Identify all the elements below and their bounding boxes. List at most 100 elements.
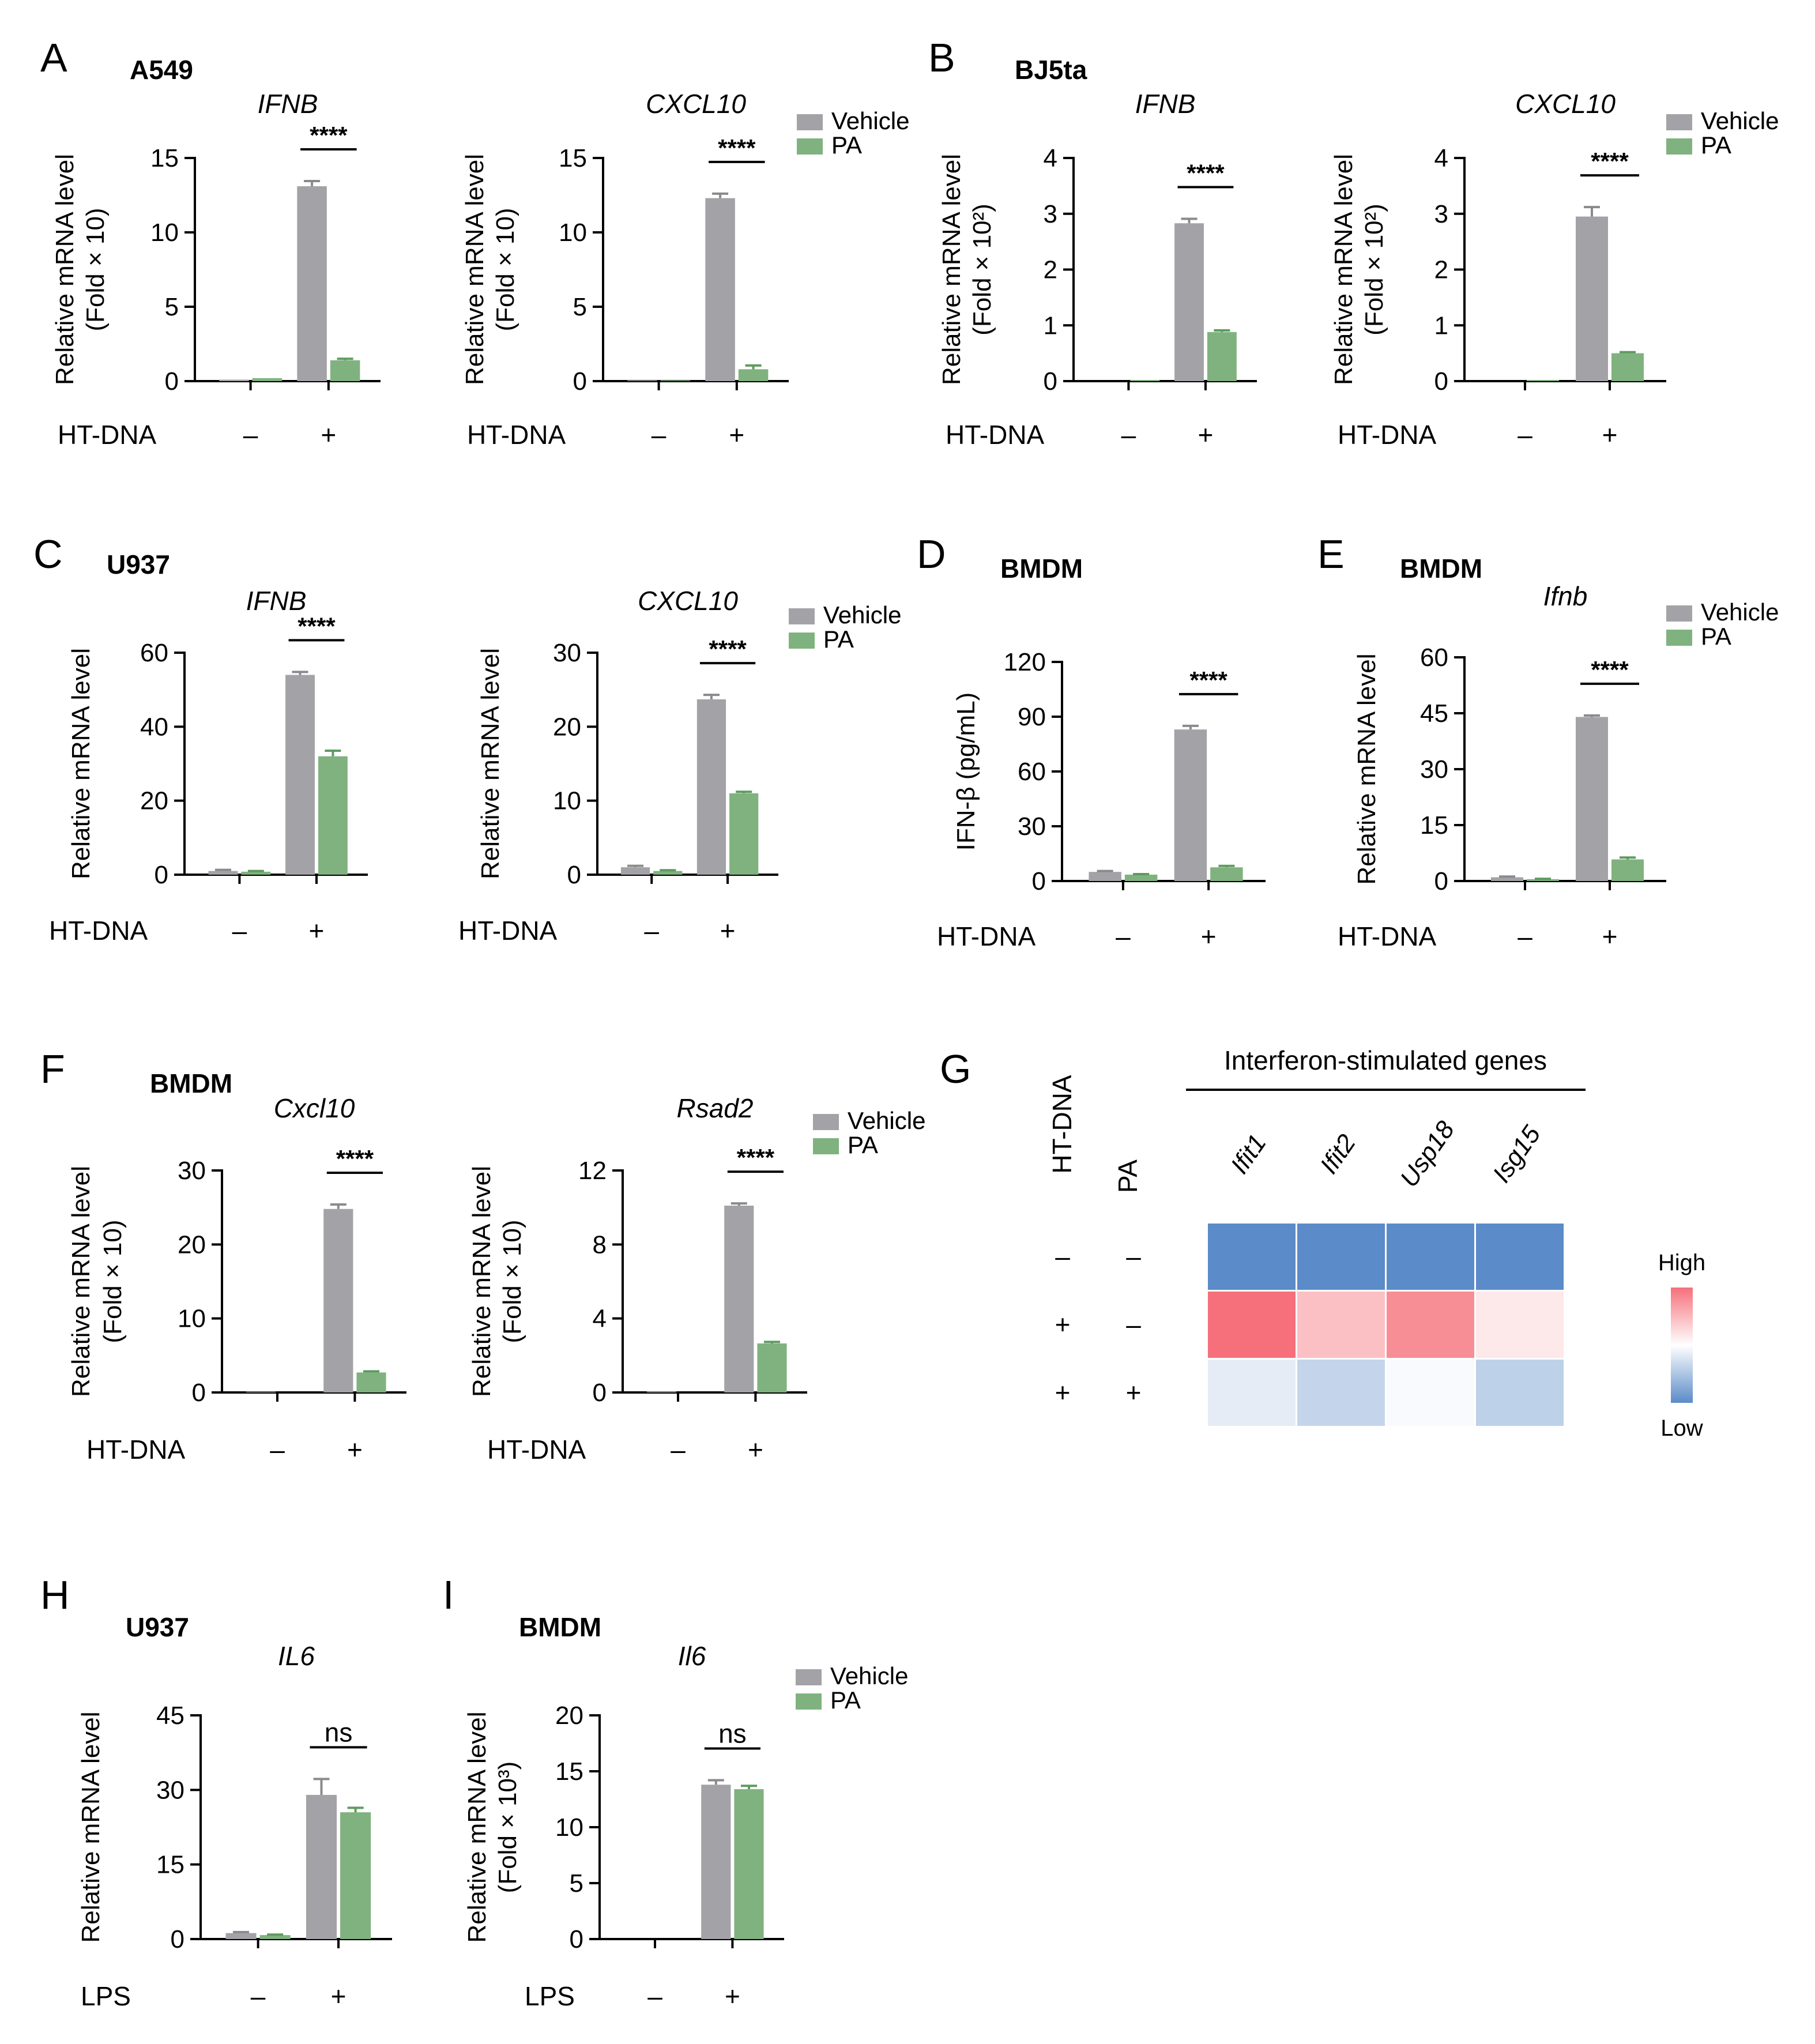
heatmap-row-label-pa: –: [1126, 1241, 1141, 1271]
x-category-label-f2: +: [748, 1435, 763, 1465]
panel-cell-i: BMDM: [519, 1612, 601, 1642]
x-category-label-d: +: [1201, 921, 1217, 951]
panel-letter-a: A: [40, 35, 67, 80]
bar-d-vehicle-1: [1174, 729, 1207, 881]
y-tick-label-d: 0: [1032, 867, 1046, 895]
panel-letter-e: E: [1317, 532, 1345, 577]
bar-d-vehicle-0: [1089, 872, 1121, 881]
bar-a1-vehicle-1: [297, 186, 327, 381]
y-tick-label-d: 90: [1018, 703, 1046, 731]
y-tick-label-b1: 1: [1044, 311, 1057, 340]
y-axis-label-b2: Relative mRNA level: [1330, 154, 1358, 385]
y-tick-label-f2: 8: [593, 1230, 607, 1259]
heatmap-cell: [1387, 1224, 1474, 1290]
y-tick-label-c1: 60: [140, 639, 168, 667]
y-axis-label2-b1: (Fold × 10²): [968, 204, 996, 336]
significance-label-b1: ****: [1187, 159, 1225, 186]
x-category-label-a1: +: [321, 420, 336, 450]
y-tick-label-a2: 10: [559, 219, 587, 247]
panel-letter-f: F: [40, 1047, 65, 1091]
y-axis-label-f1: Relative mRNA level: [67, 1166, 95, 1397]
legend-swatch-pa-i: [796, 1693, 822, 1710]
stimulus-label-a2: HT-DNA: [467, 420, 566, 450]
heatmap-title: Interferon-stimulated genes: [1224, 1045, 1547, 1075]
bar-h-vehicle-0: [225, 1933, 257, 1939]
heatmap-row-header-pa: PA: [1113, 1160, 1143, 1193]
legend-label-vehicle-a2: Vehicle: [831, 107, 909, 134]
heatmap-row-label-htdna: +: [1055, 1377, 1071, 1407]
significance-label-b2: ****: [1591, 148, 1629, 175]
heatmap-cell: [1208, 1360, 1296, 1426]
y-tick-label-h: 30: [156, 1776, 184, 1804]
bar-c1-pa-1: [318, 756, 348, 875]
significance-label-e: ****: [1591, 656, 1629, 683]
y-axis-label-i: Relative mRNA level: [463, 1711, 491, 1943]
legend-swatch-vehicle-a2: [797, 114, 823, 130]
chart-c2: 0 10 20 30 Relative mRNA level – + HT-DNA **** CX…: [458, 586, 901, 946]
panel-letter-h: H: [40, 1572, 70, 1617]
y-tick-label-a1: 10: [150, 219, 179, 247]
panel-letter-d: D: [917, 532, 946, 577]
heatmap-column-label: Usp18: [1395, 1116, 1460, 1192]
x-category-label-f2: –: [671, 1435, 686, 1465]
y-tick-label-d: 60: [1018, 758, 1046, 786]
y-tick-label-i: 20: [555, 1702, 583, 1730]
x-category-label-a2: +: [729, 420, 744, 450]
y-tick-label-i: 0: [570, 1925, 583, 1953]
bar-d-pa-0: [1124, 874, 1158, 881]
stimulus-label-b2: HT-DNA: [1338, 420, 1437, 450]
legend-label-pa-b2: PA: [1701, 131, 1731, 159]
legend-label-vehicle-b2: Vehicle: [1701, 107, 1779, 134]
y-tick-label-a2: 15: [559, 144, 587, 172]
legend-label-pa-b1: PA: [1701, 131, 1731, 159]
y-tick-label-c2: 10: [553, 787, 581, 815]
bar-b2-pa-0: [1527, 380, 1559, 381]
bar-c2-pa-1: [729, 793, 759, 875]
heatmap-cell: [1297, 1360, 1385, 1426]
y-tick-label-e: 15: [1420, 811, 1448, 840]
stimulus-label-f2: HT-DNA: [487, 1435, 586, 1465]
y-tick-label-b2: 3: [1434, 200, 1448, 228]
y-tick-label-a1: 15: [150, 144, 179, 172]
y-axis-label-c2: Relative mRNA level: [476, 648, 504, 879]
bar-e-vehicle-1: [1576, 717, 1608, 881]
x-category-label-h: –: [251, 1981, 266, 2011]
chart-e: 0 15 30 45 60 Relative mRNA level – + HT-DNA ****…: [1338, 581, 1779, 951]
bar-f1-pa-1: [356, 1372, 386, 1392]
y-tick-label-h: 15: [156, 1851, 184, 1879]
legend-label-pa-i: PA: [830, 1687, 861, 1714]
y-tick-label-f1: 0: [192, 1379, 206, 1407]
y-tick-label-b2: 1: [1434, 311, 1448, 340]
stimulus-label-i: LPS: [525, 1981, 575, 2011]
y-tick-label-e: 30: [1420, 755, 1448, 784]
significance-label-i: ns: [718, 1719, 747, 1749]
y-tick-label-b2: 2: [1434, 256, 1448, 284]
chart-title-h: IL6: [278, 1641, 315, 1671]
significance-label-a1: ****: [310, 122, 348, 149]
x-category-label-e: +: [1602, 921, 1618, 951]
y-tick-label-i: 15: [555, 1757, 583, 1786]
panel-letter-c: C: [33, 532, 63, 577]
y-tick-label-e: 0: [1434, 867, 1448, 895]
heatmap-cell: [1476, 1360, 1564, 1426]
x-category-label-d: –: [1116, 921, 1131, 951]
bar-f2-vehicle-0: [646, 1391, 676, 1392]
stimulus-label-h: LPS: [81, 1981, 131, 2011]
y-axis-label2-a2: (Fold × 10): [491, 208, 519, 332]
y-tick-label-h: 45: [156, 1702, 184, 1730]
bar-f2-vehicle-1: [724, 1205, 754, 1392]
bar-c1-vehicle-0: [208, 871, 238, 875]
y-tick-label-b1: 0: [1044, 367, 1057, 396]
heatmap-scale-high: High: [1658, 1250, 1705, 1275]
y-tick-label-a2: 0: [573, 367, 587, 396]
panel-letter-b: B: [928, 35, 955, 80]
chart-b2: 0 1 2 3 4 Relative mRNA level (Fold × 10²) – + HT…: [1330, 89, 1779, 450]
y-tick-label-c1: 20: [140, 787, 168, 815]
x-category-label-b1: +: [1198, 420, 1214, 450]
y-tick-label-f1: 30: [178, 1157, 206, 1185]
significance-label-c1: ****: [298, 612, 336, 639]
